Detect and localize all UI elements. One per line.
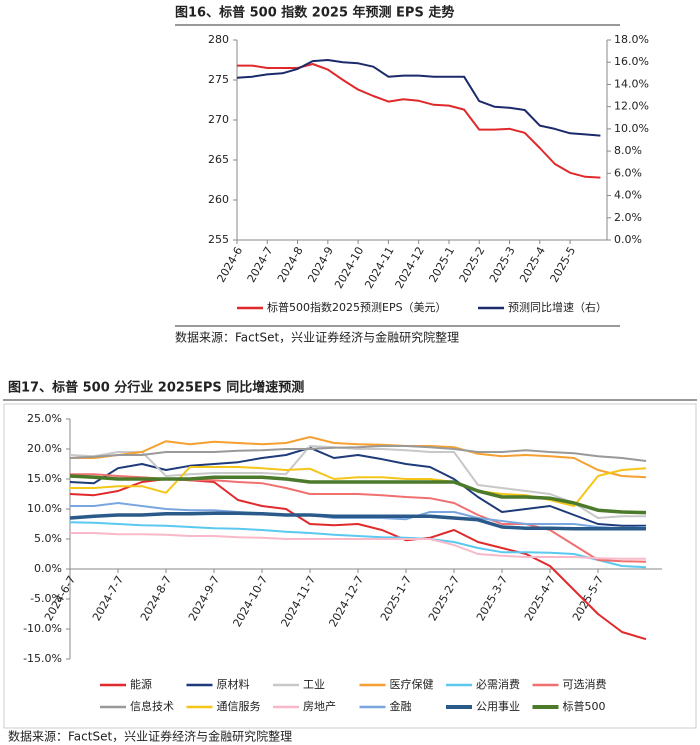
x-tick-label: 2024-10-7 [230,574,270,630]
legend-label: 房地产 [303,699,336,713]
y2-tick-label: 2.0% [614,211,642,224]
legend-label: 金融 [390,699,412,713]
x-tick-label: 2024-12 [393,245,427,291]
source-note: 数据来源：FactSet，兴业证券经济与金融研究院整理 [175,330,459,345]
series-line [69,445,646,519]
series-line [236,59,601,137]
y2-tick-label: 12.0% [614,100,649,113]
x-tick-label: 2025-1-7 [378,574,414,624]
series-line [69,521,647,569]
x-tick-label: 2025-2-7 [426,574,462,624]
figure-title: 图17、标普 500 分行业 2025EPS 同比增速预测 [8,380,304,396]
y-tick-label: 10.0% [27,502,62,515]
x-tick-label: 2024-12-7 [326,574,366,630]
series-line [69,511,646,531]
y-tick-label: -10.0% [23,622,62,635]
source-note: 数据来源：FactSet，兴业证券经济与金融研究院整理 [8,729,292,744]
legend-label: 标普500 [563,699,606,713]
y-tick-label: -5.0% [30,592,62,605]
x-tick-label: 2024-8-7 [138,574,174,624]
x-tick-label: 2024-6 [214,245,245,285]
x-tick-label: 2025-4-7 [522,574,558,624]
x-tick-label: 2024-11-7 [278,574,318,630]
y-tick-label: -15.0% [23,652,62,665]
y-tick-label: 270 [208,113,229,126]
y-tick-label: 255 [208,233,229,246]
x-tick-label: 2024-7-7 [90,574,126,624]
series-line [69,446,646,527]
series-line [69,474,647,515]
x-tick-label: 2024-8 [275,245,306,285]
x-tick-label: 2025-5 [548,245,579,285]
y-tick-label: 5.0% [34,532,62,545]
y-tick-label: 15.0% [27,472,62,485]
chart-frame [3,403,697,729]
legend-label: 能源 [130,677,152,691]
x-tick-label: 2025-4 [517,245,548,285]
y-tick-label: 260 [208,193,229,206]
x-tick-label: 2025-3 [487,245,518,285]
legend-label: 信息技术 [130,699,174,713]
x-tick-label: 2024-7 [245,245,276,285]
legend-label: 原材料 [217,677,250,691]
series-line [70,436,647,479]
x-tick-label: 2024-10 [332,245,366,291]
x-tick-label: 2024-11 [362,245,396,291]
legend-label: 预测同比增速（右） [508,300,607,314]
series-line [70,502,647,530]
y2-tick-label: 16.0% [614,55,649,68]
y-tick-label: 275 [208,73,229,86]
y-tick-label: 0.0% [34,562,62,575]
y2-tick-label: 8.0% [614,144,642,157]
y-tick-label: 25.0% [27,412,62,425]
y2-tick-label: 10.0% [614,122,649,135]
x-tick-label: 2025-3-7 [474,574,510,624]
y2-tick-label: 18.0% [614,33,649,46]
legend-label: 公用事业 [476,700,520,713]
x-tick-label: 2024-9 [305,245,336,285]
legend-label: 可选消费 [563,677,607,691]
series-line [69,445,647,462]
y2-tick-label: 14.0% [614,77,649,90]
y2-tick-label: 6.0% [614,166,642,179]
series-line [70,532,646,560]
y-tick-label: 20.0% [27,442,62,455]
y2-tick-label: 4.0% [614,189,642,202]
series-line [70,466,647,507]
x-tick-label: 2025-2 [457,245,488,285]
y2-tick-label: 0.0% [614,233,642,246]
legend-label: 通信服务 [217,700,261,713]
legend-label: 必需消费 [476,677,520,691]
series-line [237,63,601,179]
y-tick-label: 280 [208,33,229,46]
legend-label: 工业 [303,678,325,691]
y-tick-label: 265 [208,153,229,166]
legend-label: 医疗保健 [390,677,434,691]
x-tick-label: 2024-9-7 [186,574,222,624]
figure-title: 图16、标普 500 指数 2025 年预测 EPS 走势 [175,5,454,21]
x-tick-label: 2025-1 [426,245,457,285]
legend-label: 标普500指数2025预测EPS（美元） [267,300,447,314]
